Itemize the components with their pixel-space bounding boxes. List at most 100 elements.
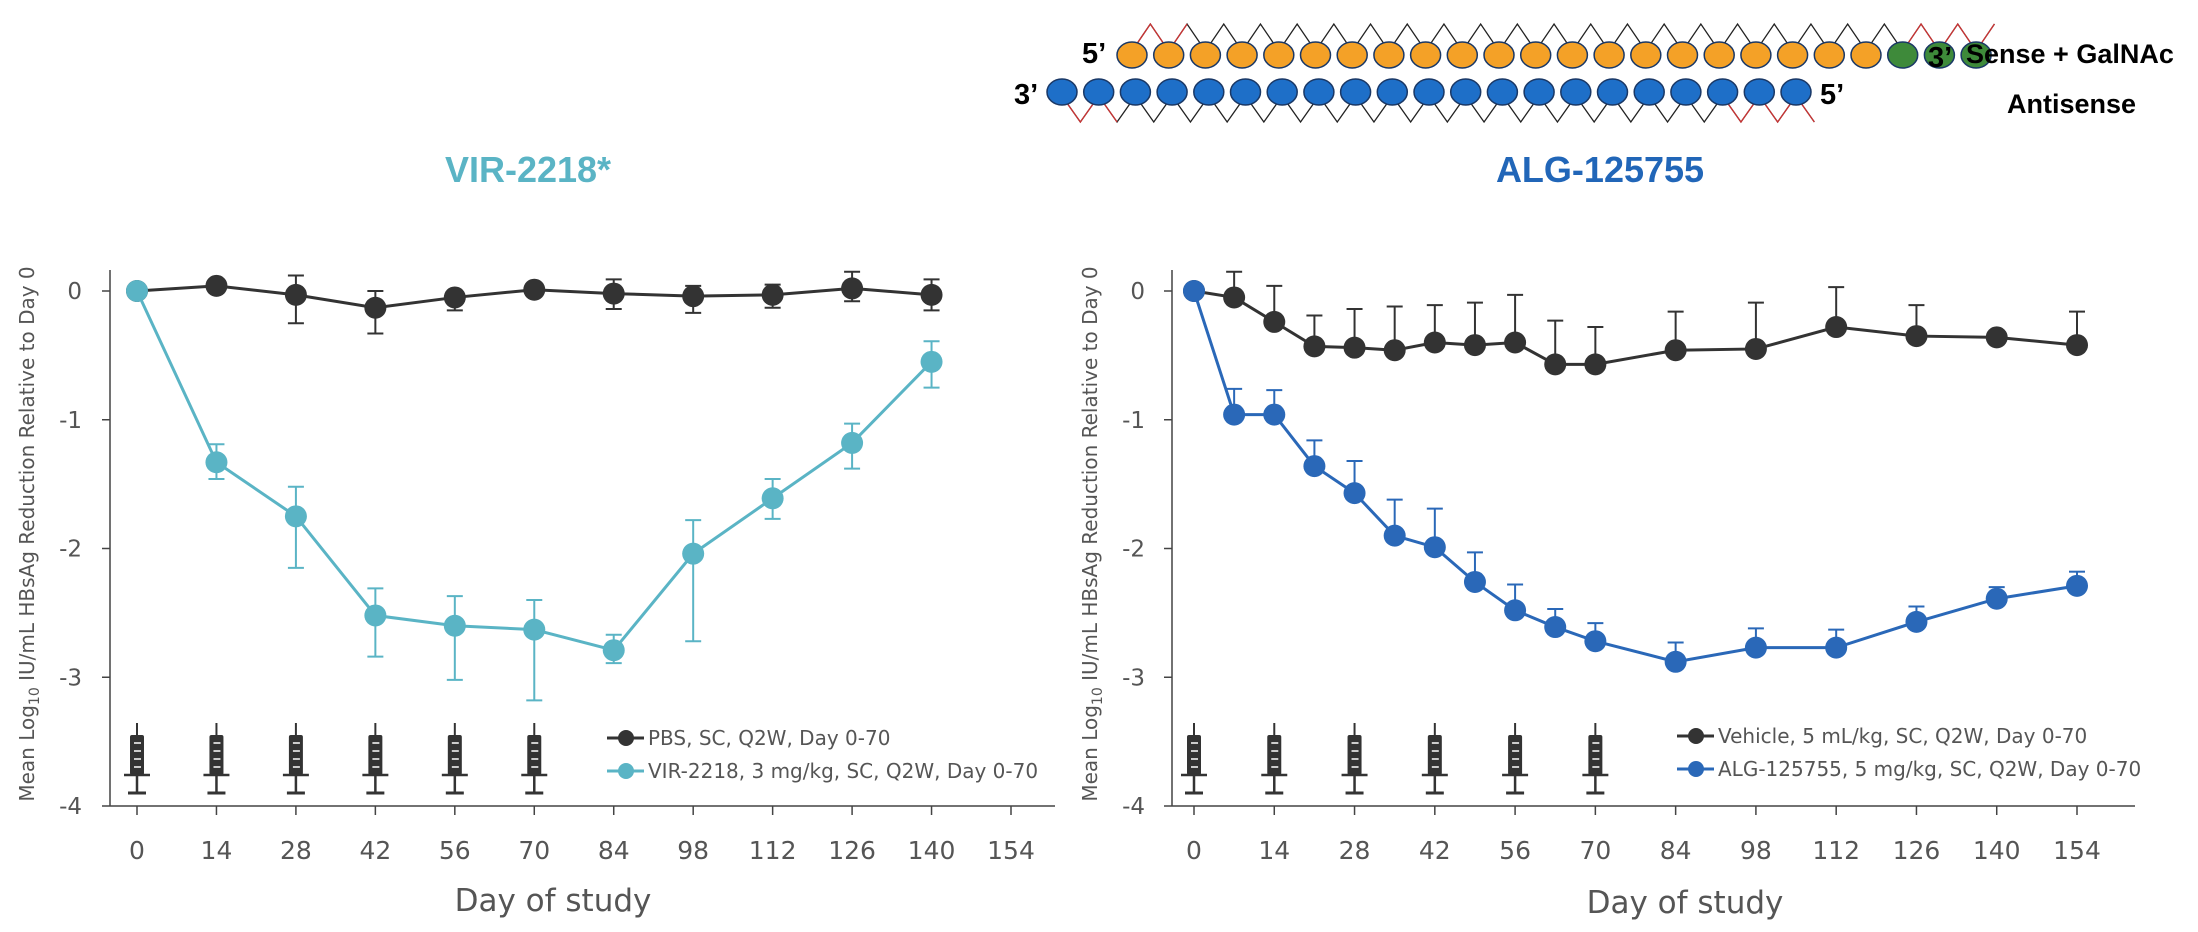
y-tick-label: 0: [1130, 279, 1145, 305]
legend-label: VIR-2218, 3 mg/kg, SC, Q2W, Day 0-70: [648, 759, 1038, 783]
chart-alg-125755: ALG-125755 Mean Log10 IU/mL HBsAg Reduct…: [1078, 149, 2141, 921]
data-series: [1183, 270, 2088, 673]
syringe-barrel: [1267, 735, 1282, 775]
data-point: [1423, 331, 1446, 354]
antisense-nucleotide: [1376, 78, 1409, 106]
legend-marker: [618, 763, 634, 779]
sense-nucleotide: [1116, 41, 1148, 69]
sense-nucleotide: [1556, 41, 1589, 69]
syringe-icon: [362, 723, 389, 795]
data-point: [1905, 325, 1928, 348]
y-tick-label: -1: [59, 408, 82, 434]
x-tick-label: 70: [1579, 836, 1611, 865]
x-tick-label: 126: [828, 836, 876, 865]
data-point: [761, 487, 784, 510]
data-series: [126, 270, 943, 702]
syringe-icon: [1502, 723, 1529, 795]
data-point: [1744, 337, 1767, 360]
antisense-nucleotide: [1486, 78, 1519, 106]
sense-strand-label: Sense + GalNAc: [1966, 39, 2174, 69]
series-control: [126, 270, 943, 335]
data-point: [364, 604, 387, 627]
x-tick-label: 42: [359, 836, 391, 865]
antisense-3prime-label: 3’: [1014, 79, 1038, 111]
sense-nucleotide: [1226, 41, 1258, 69]
antisense-nucleotide: [1303, 78, 1335, 106]
data-point: [920, 350, 943, 373]
antisense-nucleotide: [1596, 78, 1629, 106]
axis-ticks: 0 -1 -2 -3 -4 0 14 28 42 56 70 84 98 112 126 140 154: [59, 279, 1035, 865]
antisense-nucleotide: [1046, 78, 1078, 106]
syringe-icon: [1421, 723, 1448, 795]
syringe-barrel: [1427, 735, 1442, 775]
x-tick-label: 84: [598, 836, 630, 865]
y-tick-label: 0: [67, 279, 82, 305]
x-tick-label: 140: [908, 836, 956, 865]
x-tick-label: 56: [439, 836, 471, 865]
data-point: [1985, 326, 2008, 349]
legend-label: ALG-125755, 5 mg/kg, SC, Q2W, Day 0-70: [1718, 757, 2141, 781]
syringe-barrel: [130, 735, 144, 775]
sense-nucleotide: [1483, 41, 1515, 69]
y-axis-label-part: Mean Log: [15, 705, 39, 802]
data-point: [2066, 334, 2088, 357]
x-tick-label: 14: [201, 836, 233, 865]
sense-nucleotide: [1152, 41, 1185, 69]
y-axis-label-part: IU/mL HBsAg Reduction Relative to Day 0: [15, 266, 39, 687]
syringe-barrel: [527, 735, 542, 775]
sense-nucleotide: [1813, 41, 1846, 69]
y-tick-label: -1: [1122, 408, 1145, 434]
data-point: [2066, 574, 2088, 597]
chart-vir-2218: VIR-2218* Mean Log10 IU/mL HBsAg Reducti…: [15, 149, 1055, 919]
antisense-nucleotide: [1193, 78, 1225, 106]
sense-nucleotide: [1409, 41, 1442, 69]
data-point: [523, 618, 546, 641]
x-tick-label: 154: [2053, 836, 2101, 865]
data-point: [205, 451, 228, 474]
x-tick-label: 126: [1893, 836, 1941, 865]
data-point: [523, 278, 546, 301]
x-tick-label: 112: [1812, 836, 1860, 865]
y-tick-label: -2: [1122, 537, 1145, 563]
antisense-nucleotide: [1082, 78, 1115, 106]
x-tick-label: 98: [677, 836, 709, 865]
antisense-nucleotide: [1119, 78, 1152, 106]
data-point: [1664, 650, 1687, 673]
data-point: [1223, 403, 1246, 426]
syringe-icon: [203, 723, 230, 795]
data-point: [1223, 286, 1246, 309]
galnac-nucleotide: [1960, 41, 1992, 69]
antisense-strand-label: Antisense: [2007, 89, 2136, 119]
series-treatment: [1183, 280, 2088, 673]
sense-nucleotide: [1850, 41, 1882, 69]
sense-nucleotide: [1189, 41, 1222, 69]
legend: Vehicle, 5 mL/kg, SC, Q2W, Day 0-70 ALG-1…: [1677, 724, 2141, 781]
data-point: [1343, 482, 1366, 505]
x-tick-label: 70: [518, 836, 550, 865]
data-point: [284, 283, 307, 306]
data-point: [920, 283, 943, 306]
chart-title: ALG-125755: [1496, 149, 1704, 190]
galnac-nucleotide: [1923, 41, 1956, 69]
series-line: [1193, 289, 2078, 366]
sense-5prime-label: 5’: [1082, 38, 1106, 70]
y-axis-label-part: Mean Log: [1078, 705, 1102, 802]
syringe-barrel: [1588, 735, 1603, 775]
data-point: [205, 274, 228, 297]
data-point: [1263, 403, 1286, 426]
antisense-nucleotide: [1339, 78, 1372, 106]
syringe-icon: [521, 723, 548, 795]
x-tick-label: 28: [280, 836, 312, 865]
sense-nucleotide: [1740, 41, 1772, 69]
data-point: [1343, 336, 1366, 359]
galnac-nucleotide: [1886, 41, 1919, 69]
sense-nucleotide: [1519, 41, 1552, 69]
data-point: [1423, 536, 1446, 559]
legend-label: Vehicle, 5 mL/kg, SC, Q2W, Day 0-70: [1718, 724, 2087, 748]
y-tick-label: -4: [59, 794, 82, 820]
x-tick-label: 28: [1339, 836, 1371, 865]
antisense-nucleotide: [1229, 78, 1262, 106]
antisense-nucleotide: [1743, 78, 1776, 106]
syringe-icon: [1181, 723, 1207, 795]
